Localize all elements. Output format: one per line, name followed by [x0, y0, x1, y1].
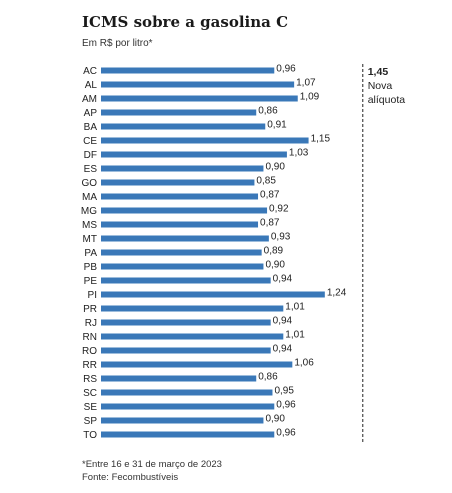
- value-label: 0,89: [264, 246, 284, 257]
- category-label: SE: [84, 402, 98, 413]
- bar: [101, 165, 264, 172]
- bar: [101, 403, 275, 410]
- value-label: 0,85: [256, 176, 276, 187]
- value-label: 1,03: [289, 148, 309, 159]
- value-label: 0,87: [260, 190, 280, 201]
- category-label: PE: [84, 276, 98, 287]
- bar: [101, 291, 325, 298]
- bar: [101, 319, 271, 326]
- footnote: *Entre 16 e 31 de março de 2023: [82, 459, 222, 470]
- value-label: 1,24: [327, 288, 347, 299]
- category-label: PI: [88, 290, 97, 301]
- chart-subtitle: Em R$ por litro*: [82, 38, 153, 49]
- category-label: SP: [84, 416, 98, 427]
- value-label: 0,95: [274, 386, 294, 397]
- bar: [101, 263, 264, 270]
- category-label: PA: [84, 248, 97, 259]
- category-label: RO: [82, 346, 97, 357]
- chart-title: ICMS sobre a gasolina C: [82, 13, 289, 31]
- reference-label: alíquota: [368, 94, 406, 106]
- bar: [101, 277, 271, 284]
- value-label: 1,07: [296, 78, 316, 89]
- category-label: CE: [83, 136, 97, 147]
- bar: [101, 361, 293, 368]
- bar: [101, 207, 268, 214]
- bar: [101, 417, 264, 424]
- bar: [101, 109, 257, 116]
- category-label: AC: [83, 66, 97, 77]
- value-label: 0,94: [273, 344, 293, 355]
- category-label: RR: [83, 360, 97, 371]
- value-label: 0,86: [258, 372, 278, 383]
- category-label: ES: [84, 164, 98, 175]
- bar: [101, 389, 273, 396]
- reference-label: Nova: [368, 80, 393, 92]
- bar: [101, 95, 298, 102]
- value-label: 0,86: [258, 106, 278, 117]
- category-label: RN: [83, 332, 97, 343]
- reference-value-label: 1,45: [368, 66, 389, 78]
- bar: [101, 431, 275, 438]
- category-label: MS: [82, 220, 97, 231]
- bar: [101, 249, 262, 256]
- category-label: MG: [81, 206, 97, 217]
- bar: [101, 221, 259, 228]
- value-label: 0,92: [269, 204, 289, 215]
- bar: [101, 235, 269, 242]
- category-label: TO: [83, 430, 97, 441]
- category-label: PR: [83, 304, 97, 315]
- value-label: 0,96: [276, 64, 296, 75]
- bar: [101, 151, 287, 158]
- value-label: 0,90: [265, 414, 285, 425]
- bar: [101, 305, 284, 312]
- value-label: 0,96: [276, 400, 296, 411]
- category-label: RJ: [85, 318, 97, 329]
- category-label: DF: [84, 150, 97, 161]
- category-label: MA: [82, 192, 97, 203]
- bar: [101, 193, 259, 200]
- category-label: SC: [83, 388, 97, 399]
- category-label: AP: [84, 108, 98, 119]
- category-label: RS: [83, 374, 97, 385]
- value-label: 0,94: [273, 274, 293, 285]
- category-label: BA: [84, 122, 98, 133]
- value-label: 0,93: [271, 232, 291, 243]
- category-label: AM: [82, 94, 97, 105]
- bar: [101, 333, 284, 340]
- bar: [101, 137, 309, 144]
- category-label: PB: [84, 262, 98, 273]
- bar: [101, 347, 271, 354]
- value-label: 1,15: [311, 134, 331, 145]
- value-label: 0,90: [265, 162, 285, 173]
- category-label: GO: [81, 178, 97, 189]
- bar: [101, 123, 266, 130]
- bar: [101, 179, 255, 186]
- value-label: 0,94: [273, 316, 293, 327]
- value-label: 1,01: [285, 302, 305, 313]
- bar: [101, 81, 295, 88]
- value-label: 0,91: [267, 120, 287, 131]
- value-label: 1,06: [294, 358, 314, 369]
- value-label: 0,90: [265, 260, 285, 271]
- category-label: MT: [83, 234, 97, 245]
- value-label: 0,96: [276, 428, 296, 439]
- value-label: 1,01: [285, 330, 305, 341]
- category-label: AL: [85, 80, 98, 91]
- bar: [101, 375, 257, 382]
- bar: [101, 67, 275, 74]
- value-label: 1,09: [300, 92, 320, 103]
- value-label: 0,87: [260, 218, 280, 229]
- source-note: Fonte: Fecombustíveis: [82, 472, 179, 483]
